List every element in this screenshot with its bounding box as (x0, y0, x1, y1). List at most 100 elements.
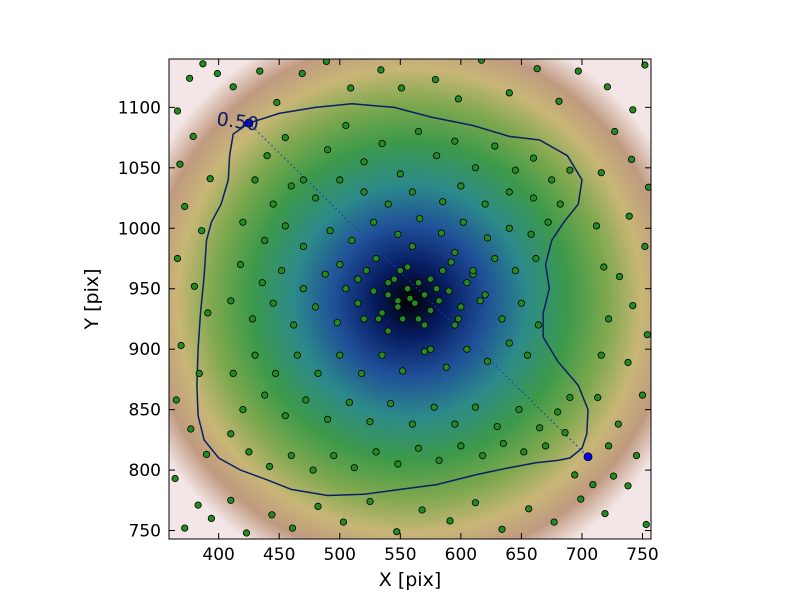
scatter-point (527, 230, 535, 238)
scatter-point (378, 140, 386, 148)
scatter-point (227, 430, 235, 438)
scatter-point (491, 254, 499, 263)
scatter-point (641, 242, 649, 250)
scatter-point (550, 518, 558, 526)
scatter-point (629, 106, 637, 114)
scatter-point (624, 482, 632, 490)
scatter-point (414, 279, 423, 287)
scatter-point (172, 396, 180, 404)
plot-frame (168, 58, 652, 540)
scatter-point (603, 83, 612, 91)
x-tick-label: 400 (202, 545, 234, 565)
scatter-point (342, 285, 350, 293)
scatter-point (451, 248, 459, 257)
scatter-point (336, 176, 344, 184)
scatter-point (439, 266, 447, 275)
scatter-point (533, 65, 541, 73)
scatter-point (229, 369, 237, 377)
scatter-point (269, 299, 277, 307)
scatter-point (314, 369, 322, 377)
scatter-point (336, 260, 344, 269)
scatter-point (403, 263, 412, 271)
scatter-point (372, 448, 380, 456)
scatter-point (227, 496, 235, 504)
scatter-point (632, 451, 641, 460)
scatter-point (498, 315, 506, 323)
scatter-point (213, 69, 221, 78)
scatter-point (354, 299, 362, 307)
scatter-point (611, 127, 619, 136)
scatter-point (177, 341, 185, 350)
scatter-point (271, 369, 280, 377)
scatter-point (384, 200, 392, 208)
scatter-point (641, 61, 649, 69)
scatter-point (435, 297, 443, 305)
scatter-point (269, 200, 277, 208)
scatter-point (323, 146, 332, 154)
plot-area: 0.50 (168, 58, 652, 540)
scatter-point (181, 202, 189, 211)
scatter-point (386, 399, 395, 408)
endpoint-marker (583, 452, 593, 462)
scatter-point (390, 275, 398, 283)
scatter-point (287, 182, 295, 190)
scatter-point (511, 166, 520, 174)
scatter-point (281, 134, 289, 142)
scatter-point (360, 315, 368, 323)
scatter-point (589, 480, 597, 489)
scatter-point (396, 170, 404, 178)
scatter-point (187, 425, 195, 433)
scatter-point (614, 420, 622, 428)
scatter-point (256, 67, 264, 75)
scatter-point (600, 263, 608, 271)
scatter-point (339, 518, 347, 526)
scatter-point (624, 358, 632, 367)
scatter-point (525, 505, 533, 513)
scatter-point (414, 315, 423, 323)
scatter-point (293, 351, 301, 359)
scatter-point (454, 95, 462, 103)
scatter-point (298, 69, 306, 78)
scatter-point (194, 501, 202, 509)
scatter-point (206, 175, 214, 183)
scatter-point (239, 405, 247, 414)
scatter-point (479, 451, 487, 460)
scatter-point (384, 279, 392, 287)
scatter-point (451, 420, 459, 428)
scatter-point (574, 67, 582, 75)
scatter-point (638, 391, 647, 399)
scatter-point (321, 270, 329, 278)
scatter-point (483, 234, 492, 242)
scatter-point (299, 176, 307, 184)
scatter-point (420, 291, 429, 299)
scatter-point (186, 74, 194, 82)
scatter-point (505, 188, 513, 196)
scatter-point (430, 403, 438, 411)
scatter-point (350, 464, 358, 472)
scatter-point (281, 412, 289, 420)
scatter-point (604, 315, 613, 323)
scatter-point (451, 321, 459, 329)
scatter-point (566, 393, 574, 402)
y-axis-label: Y [pix] (81, 268, 103, 330)
scatter-point (366, 497, 374, 506)
scatter-point (190, 282, 198, 290)
scatter-point (265, 462, 274, 471)
scatter-points (171, 59, 651, 537)
scatter-point (418, 506, 426, 514)
scatter-point (471, 164, 479, 172)
scatter-point (399, 315, 407, 323)
scatter-point (394, 230, 402, 238)
scatter-point (408, 188, 416, 196)
scatter-point (249, 315, 257, 323)
scatter-point (643, 331, 651, 339)
scatter-point (604, 442, 613, 450)
scatter-point (426, 275, 435, 283)
scatter-point (299, 285, 307, 293)
scatter-point (360, 158, 368, 166)
scatter-point (198, 227, 206, 235)
scatter-point (520, 448, 528, 456)
scatter-point (601, 509, 609, 518)
scatter-point (394, 297, 402, 305)
scatter-point (408, 242, 416, 250)
